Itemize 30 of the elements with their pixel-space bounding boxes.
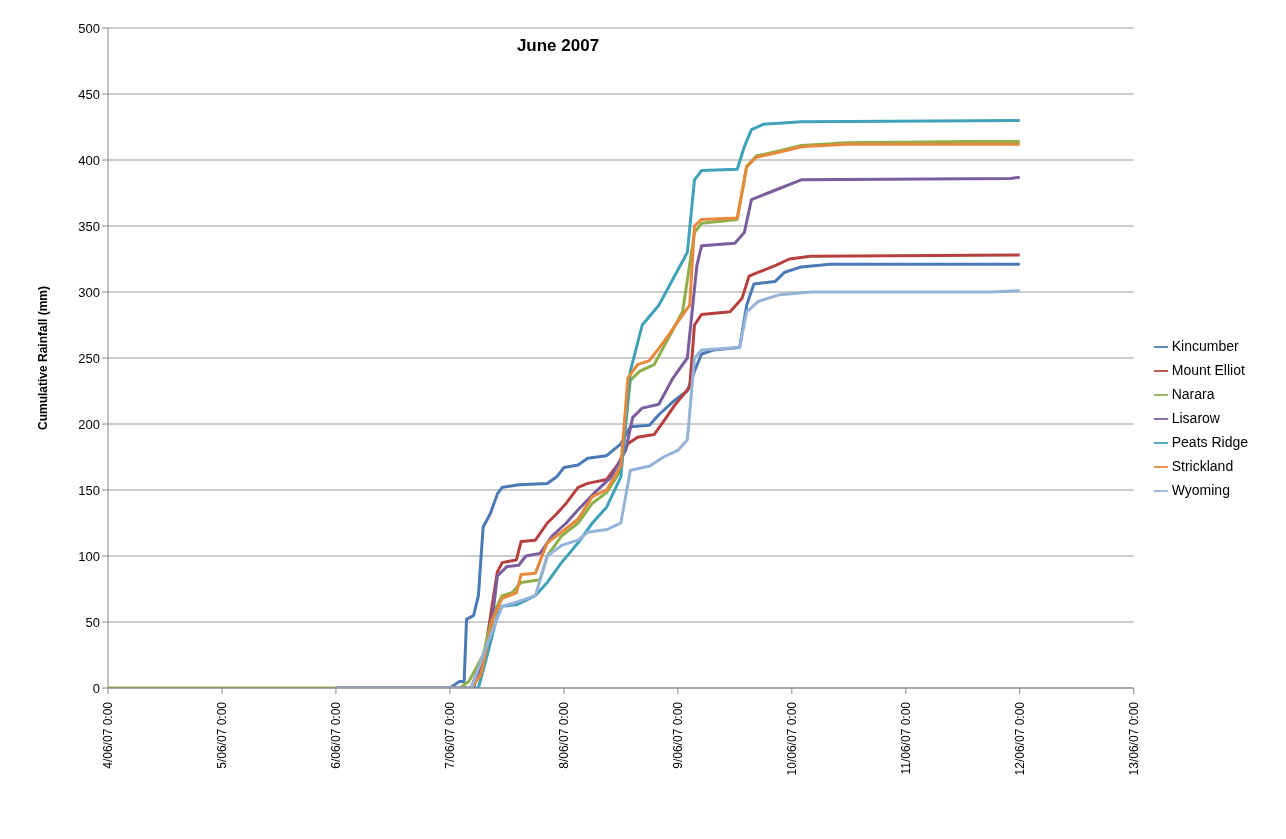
y-tick-label: 0 (92, 680, 100, 696)
legend-label: Mount Elliot (1171, 362, 1245, 378)
x-tick-label: 4/06/07 0:00 (101, 701, 115, 769)
y-tick-label: 500 (78, 20, 100, 36)
y-tick-label: 50 (85, 614, 100, 630)
x-tick-label: 5/06/07 0:00 (214, 701, 229, 769)
y-tick-label: 450 (78, 86, 100, 102)
legend-label: Strickland (1171, 458, 1234, 474)
x-tick-label: 11/06/07 0:00 (898, 701, 913, 775)
y-tick-label: 300 (78, 284, 100, 300)
y-tick-label: 150 (78, 482, 100, 498)
x-tick-label: 10/06/07 0:00 (784, 701, 799, 776)
y-tick-label: 200 (78, 416, 100, 432)
legend-label: Kincumber (1171, 338, 1239, 354)
x-tick-label: 12/06/07 0:00 (1012, 701, 1027, 776)
x-tick-label: 9/06/07 0:00 (670, 701, 685, 769)
x-tick-label: 7/06/07 0:00 (442, 701, 457, 769)
y-tick-label: 400 (78, 152, 100, 168)
y-tick-label: 100 (78, 548, 100, 564)
legend-label: Narara (1171, 386, 1215, 402)
legend-label: Wyoming (1171, 482, 1230, 498)
x-tick-label: 13/06/07 0:00 (1126, 701, 1141, 776)
y-tick-label: 350 (78, 218, 100, 234)
x-tick-label: 6/06/07 0:00 (328, 701, 343, 769)
legend-label: Lisarow (1171, 410, 1220, 426)
y-tick-label: 250 (78, 350, 100, 366)
text: June 2007 (515, 36, 601, 56)
legend-label: Peats Ridge (1171, 434, 1248, 450)
x-tick-label: 8/06/07 0:00 (556, 701, 571, 769)
y-axis-title: Cumulative Rainfall (mm) (36, 285, 51, 431)
